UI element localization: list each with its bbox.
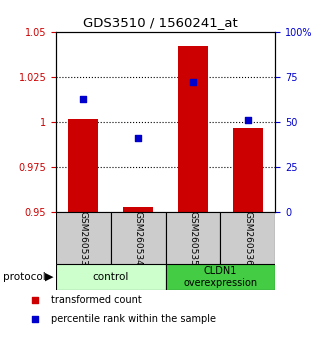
Point	[136, 136, 141, 141]
Text: GSM260533: GSM260533	[79, 211, 88, 266]
Bar	[233, 127, 263, 212]
Bar	[178, 46, 208, 212]
Text: GSM260536: GSM260536	[243, 211, 252, 266]
Point	[245, 118, 250, 123]
Bar	[166, 264, 275, 290]
Text: GSM260534: GSM260534	[134, 211, 143, 266]
Point	[81, 96, 86, 102]
Bar	[220, 212, 275, 264]
Text: CLDN1
overexpression: CLDN1 overexpression	[183, 266, 258, 288]
Bar	[56, 264, 166, 290]
Bar	[68, 119, 99, 212]
Text: protocol: protocol	[3, 272, 46, 282]
Text: ▶: ▶	[45, 272, 54, 282]
Bar	[166, 212, 220, 264]
Text: transformed count: transformed count	[51, 295, 142, 305]
Bar	[111, 212, 166, 264]
Text: GDS3510 / 1560241_at: GDS3510 / 1560241_at	[83, 16, 237, 29]
Text: control: control	[92, 272, 129, 282]
Bar	[123, 207, 153, 212]
Text: GSM260535: GSM260535	[188, 211, 197, 266]
Bar	[56, 212, 111, 264]
Point	[190, 80, 196, 85]
Text: percentile rank within the sample: percentile rank within the sample	[51, 314, 216, 324]
